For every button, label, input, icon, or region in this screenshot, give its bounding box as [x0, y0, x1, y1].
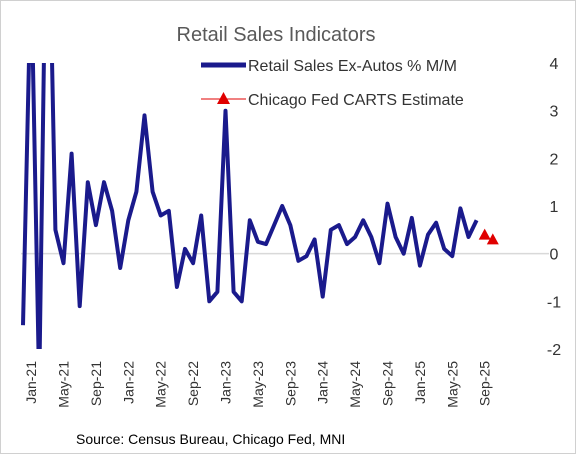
x-tick-label: Sep-24	[380, 361, 396, 406]
y-tick-label: 3	[550, 104, 559, 121]
legend-triangle-marker	[217, 92, 230, 104]
x-tick-label: Sep-22	[185, 361, 201, 406]
y-tick-label: 4	[550, 56, 559, 73]
x-tick-label: Jan-24	[315, 361, 331, 404]
legend: Retail Sales Ex-Autos % M/M Chicago Fed …	[201, 58, 464, 109]
y-tick-label: -2	[547, 342, 561, 359]
legend-label-carts: Chicago Fed CARTS Estimate	[248, 92, 464, 109]
series-line-retail-sales	[21, 63, 479, 349]
y-tick-label: 2	[550, 151, 559, 168]
y-tick-label: -1	[547, 294, 561, 311]
source-note: Source: Census Bureau, Chicago Fed, MNI	[76, 431, 345, 447]
x-tick-label: May-24	[347, 361, 363, 408]
series-layer	[21, 63, 499, 349]
x-tick-label: Jan-25	[412, 361, 428, 404]
carts-estimate-marker	[486, 233, 499, 245]
x-tick-label: Sep-23	[282, 361, 298, 406]
x-tick-label: Sep-25	[477, 361, 493, 406]
x-tick-label: Jan-22	[120, 361, 136, 404]
carts-estimate-marker	[478, 228, 491, 240]
y-tick-label: 0	[550, 247, 559, 264]
chart-title: Retail Sales Indicators	[177, 24, 376, 46]
x-tick-label: May-25	[444, 361, 460, 408]
y-axis-ticks: 4 3 2 1 0 -1 -2	[547, 56, 561, 359]
legend-label-retail-sales: Retail Sales Ex-Autos % M/M	[248, 58, 457, 75]
x-tick-label: May-21	[56, 361, 72, 408]
y-tick-label: 1	[550, 199, 559, 216]
x-axis-ticks: Jan-21 May-21 Sep-21 Jan-22 May-22 Sep-22 Jan-…	[23, 361, 493, 408]
x-tick-label: Jan-21	[23, 361, 39, 404]
x-tick-label: May-23	[250, 361, 266, 408]
x-tick-label: Jan-23	[218, 361, 234, 404]
x-tick-label: May-22	[153, 361, 169, 408]
x-tick-label: Sep-21	[88, 361, 104, 406]
